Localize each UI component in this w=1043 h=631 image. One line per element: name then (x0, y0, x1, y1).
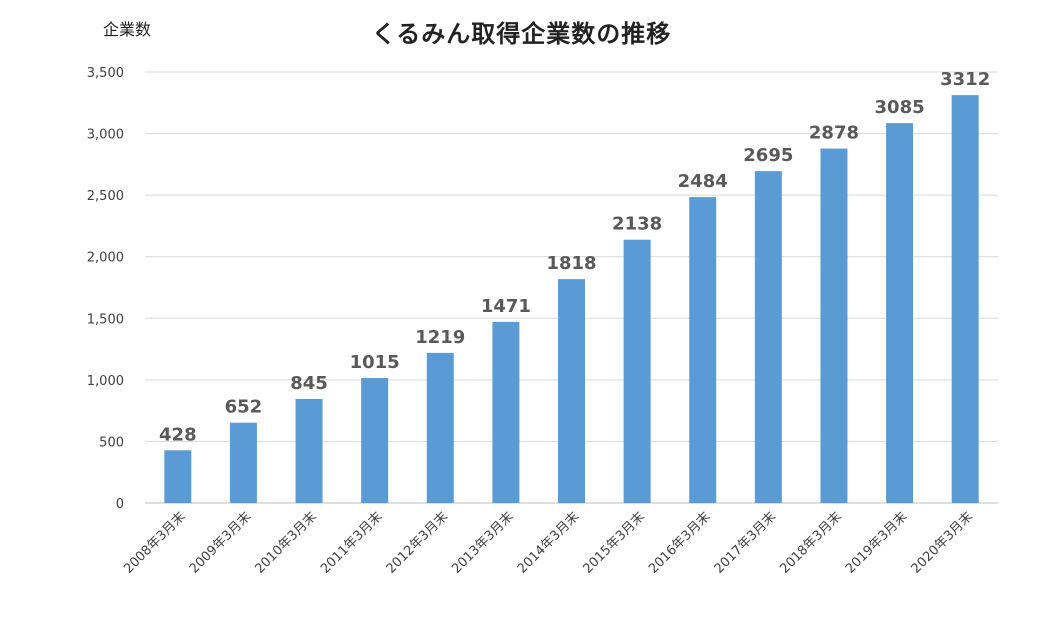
y-tick-label: 1,000 (87, 374, 124, 389)
x-tick-labels: 2008年3月末2009年3月末2010年3月末2011年3月末2012年3月末… (121, 509, 976, 576)
x-tick-label: 2008年3月末 (121, 509, 188, 576)
data-label: 3085 (875, 97, 925, 118)
bar (951, 95, 979, 504)
y-tick-label: 500 (99, 435, 124, 450)
y-tick-label: 0 (116, 497, 124, 512)
bar (295, 398, 323, 503)
data-label: 2878 (809, 123, 859, 144)
bar (689, 197, 717, 503)
bars (164, 95, 979, 504)
data-label: 3312 (940, 69, 990, 90)
bar (164, 450, 192, 503)
x-tick-label: 2016年3月末 (646, 509, 713, 576)
y-tick-label: 3,000 (87, 128, 124, 143)
y-tick-labels: 0 500 1,000 1,500 2,000 2,500 3,000 3,500 (87, 66, 124, 512)
bar (361, 378, 389, 503)
y-tick-label: 3,500 (87, 66, 124, 81)
bar (558, 279, 585, 503)
x-tick-label: 2019年3月末 (843, 509, 910, 576)
x-tick-label: 2012年3月末 (384, 509, 451, 576)
bar (820, 148, 848, 504)
bar (229, 422, 257, 503)
x-tick-label: 2011年3月末 (318, 509, 385, 576)
data-label: 1015 (350, 352, 400, 373)
x-tick-label: 2009年3月末 (187, 509, 254, 576)
y-tick-label: 2,000 (87, 251, 124, 266)
x-tick-label: 2010年3月末 (252, 509, 319, 576)
x-tick-label: 2013年3月末 (449, 509, 516, 576)
y-tick-label: 2,500 (87, 189, 124, 204)
y-tick-label: 1,500 (87, 312, 124, 327)
data-label: 2695 (743, 145, 793, 166)
bar (426, 352, 454, 503)
y-axis-label: 企業数 (103, 20, 152, 39)
data-label: 2138 (612, 214, 662, 235)
data-label: 652 (225, 397, 263, 418)
x-tick-label: 2017年3月末 (712, 509, 779, 576)
data-label: 1818 (546, 253, 596, 274)
x-tick-label: 2015年3月末 (581, 509, 648, 576)
bar (754, 171, 782, 503)
data-label: 1471 (481, 296, 531, 317)
x-tick-label: 2020年3月末 (909, 509, 976, 576)
data-label: 428 (159, 424, 197, 445)
data-label: 845 (290, 373, 328, 394)
x-tick-label: 2014年3月末 (515, 509, 582, 576)
x-tick-label: 2018年3月末 (777, 509, 844, 576)
bar (492, 321, 520, 503)
data-label: 2484 (678, 171, 728, 192)
data-labels: 428 652 845 1015 1219 1471 1818 2138 2484 2695 287… (159, 69, 990, 445)
bar (623, 239, 651, 503)
data-label: 1219 (415, 327, 465, 348)
chart-title: くるみん取得企業数の推移 (371, 20, 672, 48)
bar (886, 123, 914, 504)
